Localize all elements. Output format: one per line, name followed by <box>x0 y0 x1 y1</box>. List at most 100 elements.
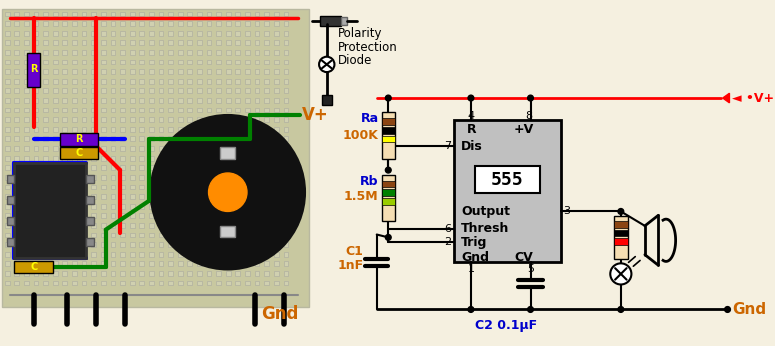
Bar <box>149 175 153 180</box>
Bar <box>197 281 202 285</box>
Bar <box>111 31 115 36</box>
Bar <box>111 98 115 103</box>
Bar <box>72 233 77 237</box>
Bar <box>159 108 164 112</box>
Text: C: C <box>30 262 37 272</box>
Bar <box>177 69 183 74</box>
Text: ◄ •V+: ◄ •V+ <box>732 92 774 104</box>
Bar <box>381 118 395 125</box>
Bar <box>149 98 153 103</box>
Bar <box>15 127 19 132</box>
Bar <box>207 165 212 170</box>
Bar <box>33 98 39 103</box>
Bar <box>63 117 67 122</box>
Bar <box>81 204 87 209</box>
Bar <box>15 163 87 257</box>
Bar <box>91 69 96 74</box>
Bar <box>188 223 192 228</box>
Bar <box>33 252 39 257</box>
Bar <box>177 11 183 16</box>
Bar <box>15 204 19 209</box>
Bar <box>43 262 48 266</box>
Bar <box>72 69 77 74</box>
Bar <box>87 238 95 246</box>
Bar <box>111 146 115 151</box>
Bar <box>101 252 105 257</box>
Bar <box>24 50 29 55</box>
Bar <box>24 184 29 189</box>
Bar <box>255 11 260 16</box>
Bar <box>33 108 39 112</box>
Bar <box>5 271 9 276</box>
Bar <box>91 175 96 180</box>
Bar <box>216 204 221 209</box>
Bar <box>207 223 212 228</box>
Bar <box>120 98 125 103</box>
Bar <box>177 175 183 180</box>
Bar <box>264 50 269 55</box>
Bar <box>236 89 240 93</box>
Bar <box>149 21 153 26</box>
Bar <box>188 271 192 276</box>
Bar <box>168 281 173 285</box>
Bar <box>216 11 221 16</box>
Bar <box>81 213 87 218</box>
Bar <box>101 11 105 16</box>
Bar <box>43 165 48 170</box>
Bar <box>33 242 39 247</box>
Bar <box>120 89 125 93</box>
Bar <box>129 40 135 45</box>
Bar <box>81 108 87 112</box>
Text: R: R <box>467 123 477 136</box>
Bar <box>274 165 279 170</box>
Bar <box>274 184 279 189</box>
Bar <box>33 60 39 64</box>
Text: Output: Output <box>461 205 510 218</box>
Bar <box>91 156 96 161</box>
Bar <box>177 242 183 247</box>
Bar <box>168 271 173 276</box>
Bar <box>24 60 29 64</box>
Bar <box>5 21 9 26</box>
Bar <box>5 79 9 84</box>
Bar <box>274 146 279 151</box>
Bar <box>53 252 57 257</box>
Bar <box>264 31 269 36</box>
Bar <box>24 127 29 132</box>
Bar <box>226 233 231 237</box>
Bar <box>159 165 164 170</box>
Bar <box>197 204 202 209</box>
Bar <box>226 89 231 93</box>
Bar <box>24 11 29 16</box>
Bar <box>168 194 173 199</box>
Bar <box>120 165 125 170</box>
Bar <box>274 156 279 161</box>
Bar <box>207 233 212 237</box>
Bar <box>320 16 341 26</box>
Bar <box>120 127 125 132</box>
Bar <box>5 69 9 74</box>
Bar <box>111 89 115 93</box>
Text: R: R <box>75 134 83 144</box>
Bar <box>168 184 173 189</box>
Bar <box>381 189 395 196</box>
Bar <box>264 213 269 218</box>
Bar <box>63 136 67 141</box>
Bar <box>226 252 231 257</box>
Bar <box>24 213 29 218</box>
Bar <box>81 271 87 276</box>
Bar <box>5 60 9 64</box>
Bar <box>188 136 192 141</box>
Bar <box>159 194 164 199</box>
Bar <box>177 79 183 84</box>
Bar <box>24 194 29 199</box>
Bar <box>159 175 164 180</box>
Bar <box>207 184 212 189</box>
Bar <box>177 108 183 112</box>
Bar <box>216 213 221 218</box>
Bar <box>614 238 628 245</box>
Bar <box>43 60 48 64</box>
Bar <box>140 194 144 199</box>
Bar <box>197 175 202 180</box>
Bar <box>120 156 125 161</box>
